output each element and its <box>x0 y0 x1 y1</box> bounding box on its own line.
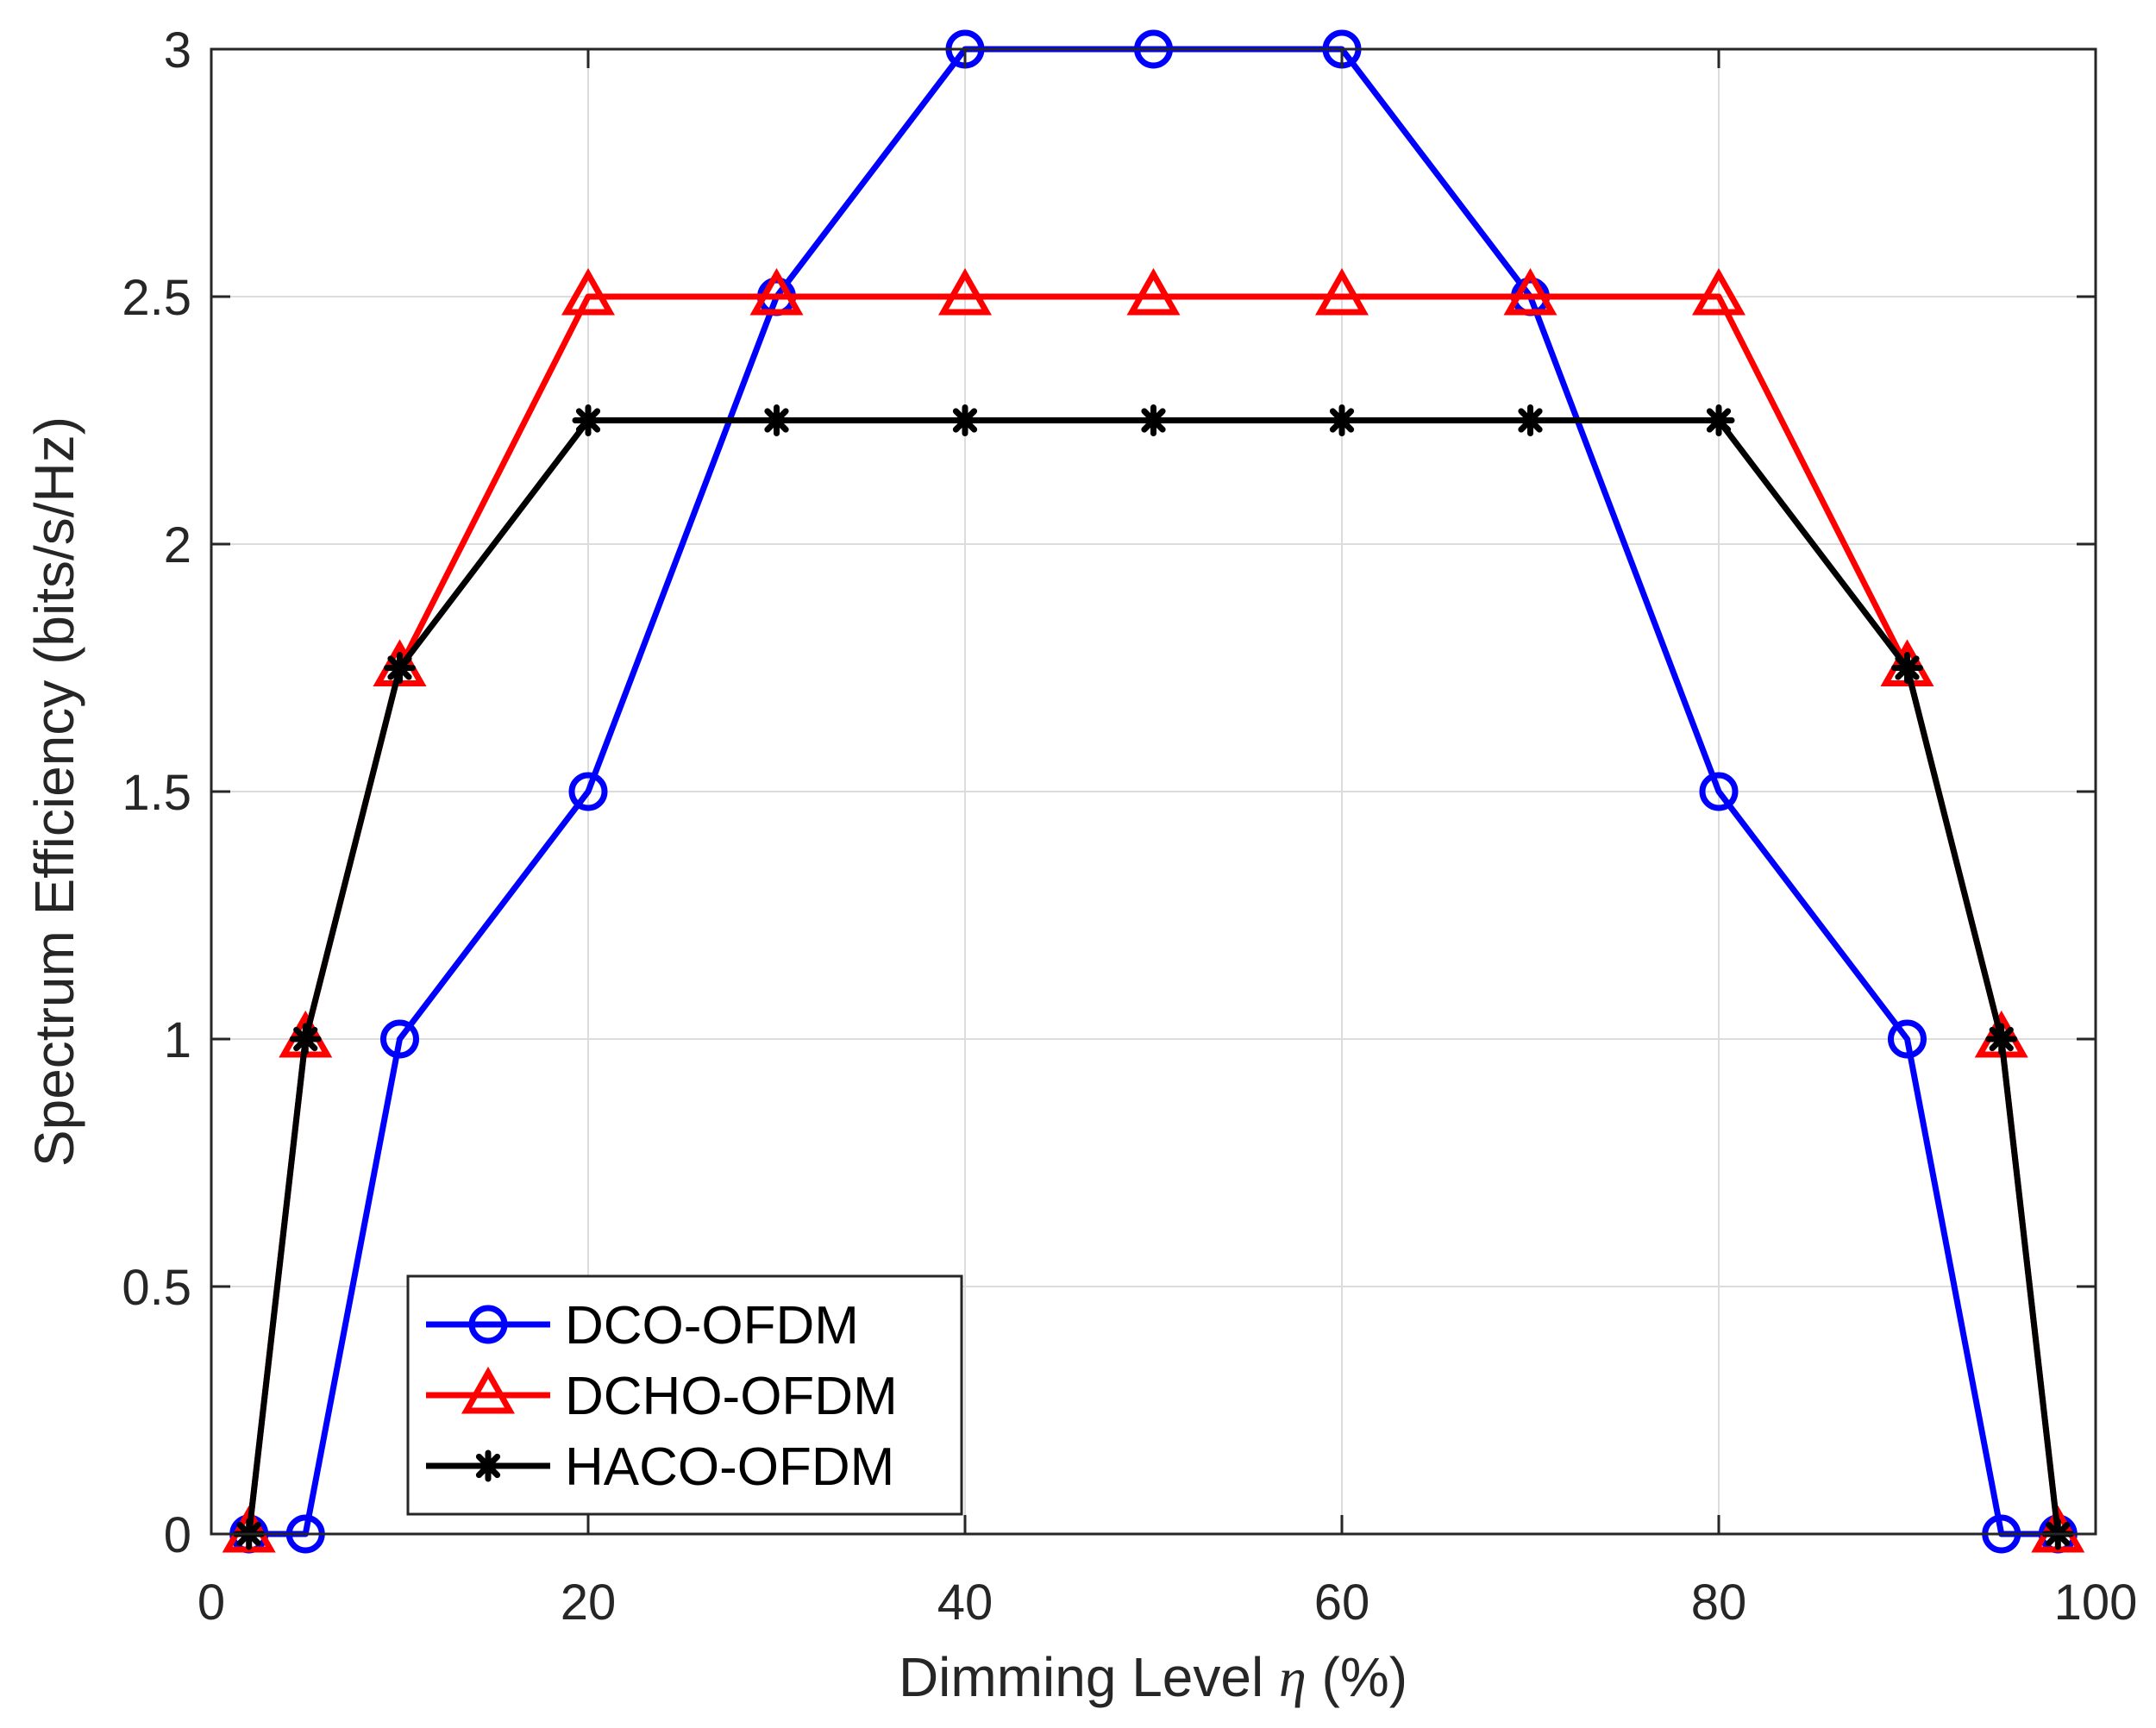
data-point-triangle <box>1126 267 1181 316</box>
asterisk-stroke <box>1518 408 1543 433</box>
x-tick-label: 0 <box>197 1575 225 1631</box>
y-axis-label: Spectrum Efficiency (bits/s/Hz) <box>23 416 85 1167</box>
data-point-triangle <box>561 267 616 316</box>
data-point-triangle <box>937 267 993 316</box>
legend-label: DCHO-OFDM <box>565 1367 898 1426</box>
data-point-asterisk <box>1514 404 1546 436</box>
y-tick-label: 2.5 <box>122 270 191 326</box>
y-tick-label: 3 <box>164 22 191 78</box>
data-point-asterisk <box>1985 1023 2018 1055</box>
x-tick-label: 80 <box>1691 1575 1747 1631</box>
asterisk-stroke <box>475 1453 501 1479</box>
tick-labels: 0 20 40 60 80 100 0 0.5 1 1.5 2 2.5 3 <box>122 22 2137 1631</box>
asterisk-stroke <box>1706 408 1732 433</box>
data-point-circle <box>468 1305 508 1344</box>
asterisk-stroke <box>575 408 601 433</box>
y-tick-label: 1 <box>164 1012 191 1068</box>
asterisk-stroke <box>1895 655 1920 680</box>
data-point-asterisk <box>1138 404 1169 436</box>
legend-label: DCO-OFDM <box>565 1296 859 1355</box>
legend-item: DCO-OFDM <box>426 1296 859 1355</box>
data-point-asterisk <box>1702 404 1735 436</box>
y-tick-label: 0.5 <box>122 1260 191 1316</box>
series-haco-ofdm <box>233 404 2074 1550</box>
data-point-triangle <box>1503 267 1557 316</box>
legend-item: DCHO-OFDM <box>426 1366 898 1426</box>
data-point-asterisk <box>1891 652 1923 684</box>
asterisk-stroke <box>387 655 412 680</box>
legend-item: HACO-OFDM <box>426 1437 894 1497</box>
x-tick-label: 60 <box>1314 1575 1370 1631</box>
legend-label: HACO-OFDM <box>565 1437 894 1497</box>
data-point-asterisk <box>384 652 416 684</box>
x-axis-label: Dimming Level η (%) <box>899 1646 1407 1708</box>
asterisk-stroke <box>1989 1026 2014 1052</box>
data-point-asterisk <box>1326 404 1358 436</box>
data-point-asterisk <box>472 1449 505 1482</box>
y-tick-label: 0 <box>164 1507 191 1563</box>
x-tick-label: 40 <box>937 1575 993 1631</box>
data-point-triangle <box>749 267 804 316</box>
asterisk-stroke <box>293 1026 318 1052</box>
y-tick-label: 1.5 <box>122 765 191 821</box>
data-point-triangle <box>1691 267 1746 316</box>
data-point-circle <box>1699 772 1739 811</box>
asterisk-stroke <box>952 408 978 433</box>
data-point-triangle <box>461 1366 516 1414</box>
data-point-asterisk <box>949 404 981 436</box>
asterisk-stroke <box>1329 408 1355 433</box>
data-point-circle <box>568 772 608 811</box>
asterisk-stroke <box>764 408 789 433</box>
data-point-asterisk <box>572 404 605 436</box>
data-point-triangle <box>1314 267 1369 316</box>
data-point-circle <box>380 1019 419 1059</box>
data-point-circle <box>1888 1019 1927 1059</box>
data-point-asterisk <box>761 404 793 436</box>
legend: DCO-OFDM DCHO-OFDM HACO-OFDM <box>406 1274 963 1516</box>
ticks <box>210 47 2097 1536</box>
x-tick-label: 20 <box>561 1575 617 1631</box>
x-tick-label: 100 <box>2054 1575 2138 1631</box>
data-point-asterisk <box>289 1023 322 1055</box>
asterisk-stroke <box>1141 408 1166 433</box>
y-tick-label: 2 <box>164 517 191 573</box>
